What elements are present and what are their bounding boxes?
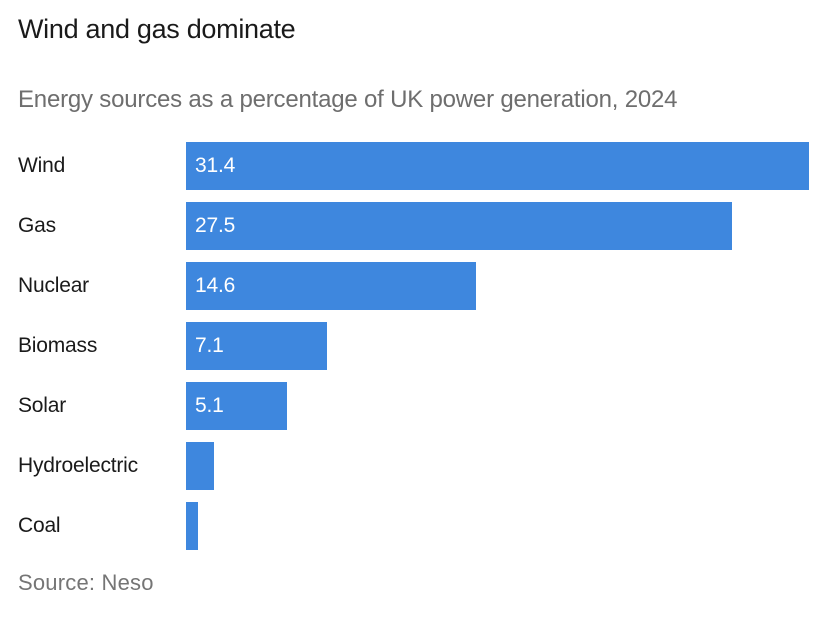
- bar: [186, 502, 198, 550]
- bar: 5.1: [186, 382, 287, 430]
- bar-track: [186, 442, 809, 490]
- category-label: Hydroelectric: [18, 454, 138, 477]
- value-label: 5.1: [195, 394, 224, 417]
- category-label: Nuclear: [18, 274, 89, 297]
- value-label: 7.1: [195, 334, 224, 357]
- bar-track: 31.4: [186, 142, 809, 190]
- bar: 14.6: [186, 262, 476, 310]
- chart-row: Coal: [18, 502, 809, 550]
- category-label: Solar: [18, 394, 67, 417]
- category-label: Gas: [18, 214, 56, 237]
- chart-row: Gas 27.5: [18, 202, 809, 250]
- chart-subtitle: Energy sources as a percentage of UK pow…: [18, 86, 678, 113]
- value-label: 14.6: [195, 274, 236, 297]
- chart-row: Solar 5.1: [18, 382, 809, 430]
- chart-row: Biomass 7.1: [18, 322, 809, 370]
- chart-row: Hydroelectric: [18, 442, 809, 490]
- bar-track: 5.1: [186, 382, 809, 430]
- bar-track: [186, 502, 809, 550]
- chart-row: Nuclear 14.6: [18, 262, 809, 310]
- bar-track: 7.1: [186, 322, 809, 370]
- bar: 31.4: [186, 142, 809, 190]
- chart-title: Wind and gas dominate: [18, 14, 296, 44]
- category-label: Biomass: [18, 334, 98, 357]
- category-label: Coal: [18, 514, 61, 537]
- category-label: Wind: [18, 154, 66, 177]
- bar: 7.1: [186, 322, 327, 370]
- chart-row: Wind 31.4: [18, 142, 809, 190]
- bar-track: 14.6: [186, 262, 809, 310]
- chart-source: Source: Neso: [18, 570, 154, 595]
- bar: 27.5: [186, 202, 732, 250]
- bar-track: 27.5: [186, 202, 809, 250]
- bar: [186, 442, 214, 490]
- value-label: 27.5: [195, 214, 236, 237]
- bar-chart: Wind 31.4 Gas 27.5 Nuclear 14.6 Biomass 7.1 Sola…: [18, 142, 809, 550]
- value-label: 31.4: [195, 154, 236, 177]
